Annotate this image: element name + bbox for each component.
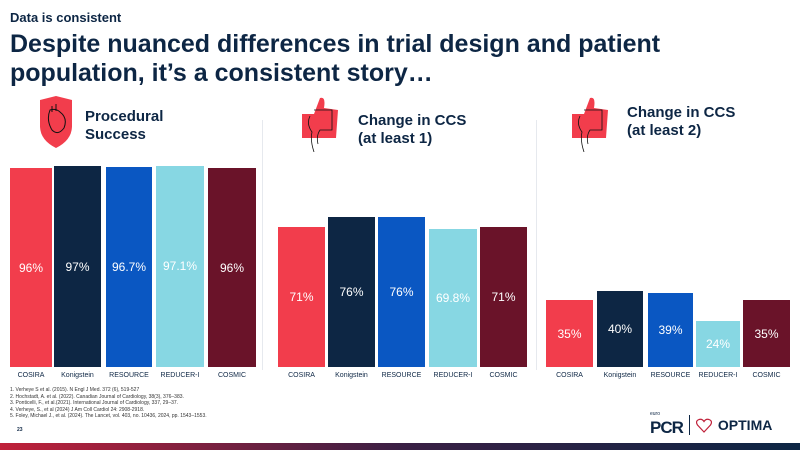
panel-title-ccs-1: Change in CCS (at least 1) xyxy=(358,112,466,148)
category-label: Konigstein xyxy=(335,372,368,379)
reference: 4. Verheye, S., et al (2024) J Am Coll C… xyxy=(10,406,145,413)
category-label: Konigstein xyxy=(603,372,637,379)
data-label: 71% xyxy=(289,290,314,305)
logo-pcr: PCR xyxy=(650,417,684,437)
data-label: 35% xyxy=(557,326,582,341)
category-label: RESOURCE xyxy=(381,372,422,379)
bar-cosmic: 96% xyxy=(208,168,256,367)
data-label: 69.8% xyxy=(435,291,471,306)
category-label: REDUCER-I xyxy=(698,372,738,379)
data-label: 76% xyxy=(389,285,414,300)
category-label: REDUCER-I xyxy=(160,372,200,379)
title-line: (at least 1) xyxy=(358,130,433,147)
reference: 2. Hochstadt, A. et al. (2022). Canadian… xyxy=(10,393,184,400)
category-label: Konigstein xyxy=(61,372,94,379)
reference: 3. Ponticelli, F., et al.(2021). Interna… xyxy=(10,400,179,406)
data-label: 40% xyxy=(607,321,633,336)
optima-logo: OPTIMA xyxy=(717,417,773,433)
category-label: RESOURCE xyxy=(650,372,691,379)
title-line: Procedural xyxy=(85,108,164,125)
title-line: Change in CCS xyxy=(627,104,736,121)
data-label: 39% xyxy=(658,322,683,337)
divider xyxy=(262,120,263,370)
thumbs-up-icon xyxy=(572,97,608,152)
bar-konigstein: 76% xyxy=(328,217,375,367)
references: 1. Verheye S et al. (2015). N Engl J Med… xyxy=(10,387,207,420)
bar-cosira: 35% xyxy=(546,300,593,367)
category-label: COSIRA xyxy=(17,372,45,379)
shield-heart-icon xyxy=(40,96,72,148)
bar-reducer-i: 97.1% xyxy=(156,166,204,367)
slide-title: Despite nuanced differences in trial des… xyxy=(10,30,661,87)
bar-cosira: 96% xyxy=(10,168,52,367)
bar-resource: 76% xyxy=(378,217,425,367)
category-label: COSMIC xyxy=(218,372,246,379)
section-kicker: Data is consistent xyxy=(10,10,122,25)
title-line: (at least 2) xyxy=(627,122,702,139)
title-line: Change in CCS xyxy=(358,112,467,129)
logo-euro: euro xyxy=(650,410,661,417)
bar-resource: 96.7% xyxy=(106,166,152,367)
panel-title-procedural-success: Procedural Success xyxy=(85,108,163,144)
panel-title-ccs-2: Change in CCS (at least 2) xyxy=(627,104,735,140)
data-label: 24% xyxy=(705,337,731,352)
data-label: 96.7% xyxy=(111,259,147,274)
bar-cosmic: 71% xyxy=(480,227,527,367)
data-label: 96% xyxy=(219,260,245,275)
data-label: 97% xyxy=(65,259,90,274)
reference: 5. Foley, Michael J., et al. (2024). The… xyxy=(10,413,207,419)
title-line: Success xyxy=(85,126,146,143)
logo-group: euro PCR OPTIMA xyxy=(650,411,772,439)
category-label: COSIRA xyxy=(556,372,583,379)
reference: 1. Verheye S et al. (2015). N Engl J Med… xyxy=(10,387,140,393)
page-number: 23 xyxy=(17,427,23,433)
category-label: RESOURCE xyxy=(109,372,149,379)
divider xyxy=(536,120,537,370)
heart-logo-icon xyxy=(695,418,712,433)
bar-konigstein: 40% xyxy=(597,290,643,367)
data-label: 76% xyxy=(339,285,364,300)
bar-reducer-i: 24% xyxy=(696,321,740,367)
category-label: COSIRA xyxy=(288,372,315,379)
data-label: 97.1% xyxy=(162,259,198,274)
bar-cosira: 71% xyxy=(278,227,325,367)
bar-konigstein: 97% xyxy=(54,166,101,367)
data-label: 71% xyxy=(491,290,516,305)
category-label: REDUCER-I xyxy=(433,372,473,379)
bar-resource: 39% xyxy=(648,292,693,367)
category-label: COSMIC xyxy=(752,372,781,379)
footer-bar xyxy=(0,443,800,450)
category-label: COSMIC xyxy=(489,372,518,379)
data-label: 96% xyxy=(18,260,44,275)
europcr-logo: euro PCR xyxy=(650,410,684,438)
bar-cosmic: 35% xyxy=(743,300,790,367)
thumbs-up-icon xyxy=(302,97,338,152)
bar-reducer-i: 69.8% xyxy=(429,229,477,367)
data-label: 35% xyxy=(754,326,779,341)
logo-divider xyxy=(688,415,690,435)
